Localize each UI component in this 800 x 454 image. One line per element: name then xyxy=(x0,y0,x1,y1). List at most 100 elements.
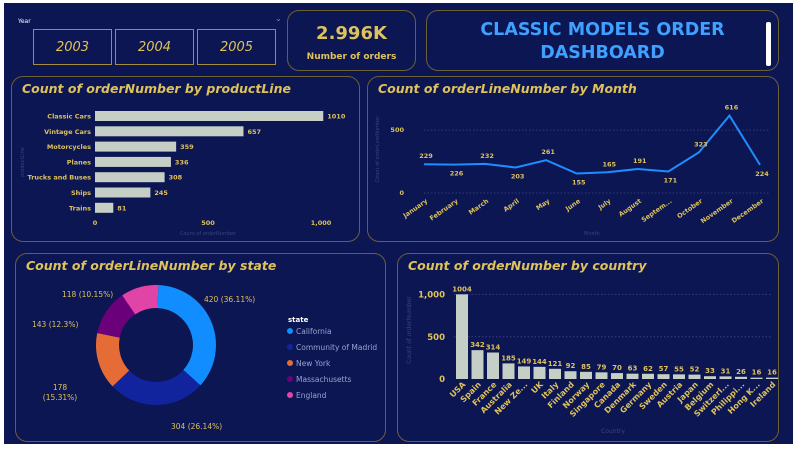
y-tick-label: 1,000 xyxy=(418,291,445,301)
data-label-italy: 121 xyxy=(548,360,563,368)
data-label-septem: 171 xyxy=(664,177,678,185)
legend-dot-icon xyxy=(287,360,293,366)
bar-spain xyxy=(471,350,484,379)
data-label-classic-cars: 1010 xyxy=(327,113,346,121)
data-label-july: 165 xyxy=(602,160,616,168)
bar-uk xyxy=(533,366,546,379)
category-label-planes: Planes xyxy=(67,158,91,166)
data-label-england: 118 (10.15%) xyxy=(62,290,113,299)
x-tick-label-septem: Septem... xyxy=(640,197,674,224)
x-tick-label-february: February xyxy=(428,197,460,223)
data-label-california: 420 (36.11%) xyxy=(204,295,255,304)
year-option-2003[interactable]: 2003 xyxy=(33,29,112,65)
data-label-belgium: 33 xyxy=(705,367,715,375)
bar-trains xyxy=(95,202,114,213)
year-slicer-label: Year xyxy=(18,18,31,25)
x-tick-label-march: March xyxy=(467,197,490,217)
legend-dot-icon xyxy=(287,392,293,398)
data-label-norway: 85 xyxy=(581,363,591,371)
legend-item-madrid[interactable]: Community of Madrid xyxy=(287,343,377,352)
country-chart: 05001,0001004USA342Spain314France185Aust… xyxy=(406,285,778,435)
x-tick-label-april: April xyxy=(502,197,521,214)
legend-item-massachusetts[interactable]: Massachusetts xyxy=(287,375,351,384)
bar-singapore xyxy=(595,372,608,379)
bar-belgium xyxy=(704,376,716,379)
data-label-trucks-and-buses: 308 xyxy=(169,174,183,182)
bar-philippi xyxy=(735,376,747,379)
data-label-madrid: 304 (26.14%) xyxy=(171,422,222,431)
bar-finland xyxy=(564,371,577,379)
x-tick-label-november: November xyxy=(699,197,735,226)
kpi-value: 2.996K xyxy=(316,23,387,44)
y-axis-title: Count of orderLineNumber xyxy=(375,115,381,183)
data-label-spain: 342 xyxy=(470,341,485,349)
bar-ireland xyxy=(766,377,778,379)
header-scrollbar[interactable] xyxy=(766,22,771,66)
slice-new-york xyxy=(96,333,130,387)
category-label-classic-cars: Classic Cars xyxy=(47,113,91,121)
x-tick-label-december: December xyxy=(730,197,766,225)
dashboard-title-line2: DASHBOARD xyxy=(540,43,665,63)
legend-dot-icon xyxy=(287,328,293,334)
x-axis-title: Month xyxy=(584,231,600,237)
data-label-trains: 81 xyxy=(117,204,127,212)
bar-hong-k xyxy=(750,377,763,379)
legend-item-california[interactable]: California xyxy=(287,327,332,336)
x-tick-label: 500 xyxy=(201,219,215,227)
category-label-vintage-cars: Vintage Cars xyxy=(44,128,91,136)
data-label-february: 226 xyxy=(450,170,464,178)
series-line xyxy=(423,113,761,175)
category-label-trucks-and-buses: Trucks and Buses xyxy=(27,174,91,182)
chart-title-country: Count of orderNumber by country xyxy=(408,258,647,273)
data-label-massachusetts: 143 (12.3%) xyxy=(32,320,78,329)
data-label-new-york-value: 178 xyxy=(53,383,68,392)
x-axis-title: Count of orderNumber xyxy=(180,231,237,237)
data-label-new-york-percent: (15.31%) xyxy=(43,393,78,402)
data-label-november: 616 xyxy=(725,104,739,112)
chevron-down-icon[interactable]: ⌄ xyxy=(275,14,282,23)
productline-chart: Classic Cars 1010 Vintage Cars 657 Motorcycl… xyxy=(20,111,346,237)
bar-austria xyxy=(673,374,685,379)
data-label-uk: 144 xyxy=(532,358,547,366)
data-label-usa: 1004 xyxy=(452,285,472,293)
y-tick-label: 500 xyxy=(390,126,404,134)
panel-orderlines-by-state: Count of orderLineNumber by state 420 (3… xyxy=(15,253,386,442)
bar-planes xyxy=(95,156,171,167)
bar-norway xyxy=(580,371,592,379)
category-label-trains: Trains xyxy=(69,204,91,212)
y-tick-label: 0 xyxy=(439,375,445,385)
data-label-finland: 92 xyxy=(566,362,576,370)
bar-ships xyxy=(95,187,151,198)
x-tick-label: 1,000 xyxy=(311,219,332,227)
data-label-august: 191 xyxy=(633,157,647,165)
dashboard-header: CLASSIC MODELS ORDER DASHBOARD xyxy=(426,10,779,71)
legend-item-england[interactable]: England xyxy=(287,391,326,400)
year-option-2004[interactable]: 2004 xyxy=(115,29,194,65)
data-label-new-ze: 149 xyxy=(517,357,532,365)
y-axis-title: Count of orderNumber xyxy=(406,296,413,364)
bar-germany xyxy=(642,373,654,379)
x-tick-label: 0 xyxy=(93,219,98,227)
x-tick-label-january: January xyxy=(401,197,430,221)
bar-france xyxy=(487,352,499,379)
x-tick-label-july: July xyxy=(596,197,613,212)
data-label-ships: 245 xyxy=(154,189,168,197)
data-label-australia: 185 xyxy=(501,354,516,362)
chart-title-state: Count of orderLineNumber by state xyxy=(26,258,277,273)
bar-trucks-and-buses xyxy=(95,172,165,183)
year-option-2005[interactable]: 2005 xyxy=(197,29,276,65)
slice-massachusetts xyxy=(97,295,136,338)
data-label-january: 229 xyxy=(419,152,433,160)
legend-dot-icon xyxy=(287,376,293,382)
data-label-planes: 336 xyxy=(175,158,189,166)
data-label-canada: 70 xyxy=(612,364,622,372)
bar-australia xyxy=(502,363,515,379)
legend-item-new-york[interactable]: New York xyxy=(287,359,330,368)
month-chart: 0 500 229 226 232 203 261 155 165 191 171 323 616 224… xyxy=(375,104,770,237)
data-label-france: 314 xyxy=(486,344,501,352)
data-label-ireland: 16 xyxy=(767,369,777,377)
slice-community-of-madrid xyxy=(112,369,201,405)
data-label-may: 261 xyxy=(541,148,555,156)
bar-classic-cars xyxy=(95,111,324,121)
chart-title-productline: Count of orderNumber by productLine xyxy=(22,81,291,96)
